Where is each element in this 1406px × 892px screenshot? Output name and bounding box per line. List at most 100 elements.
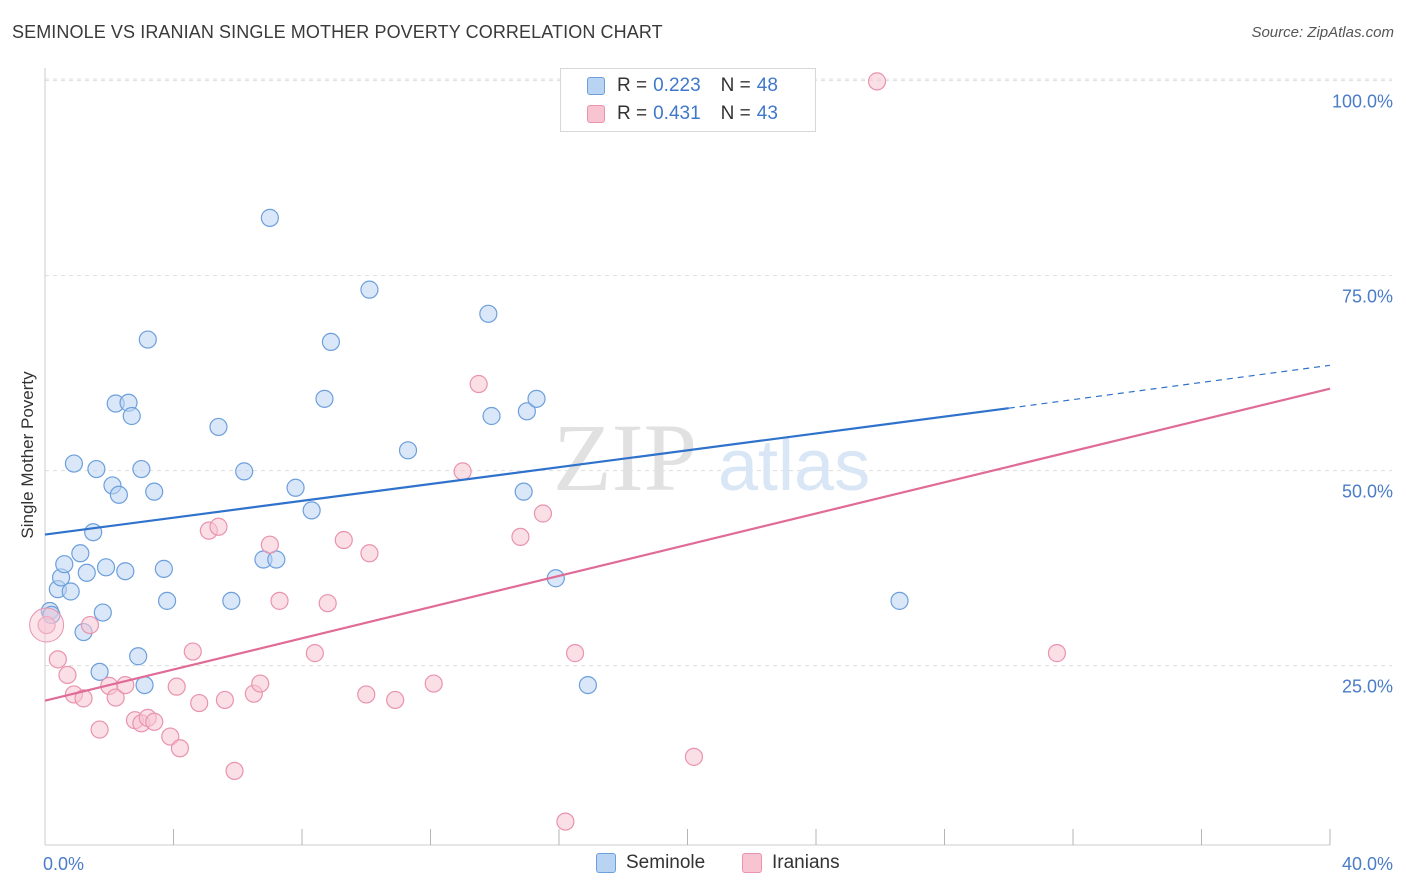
point-seminole (71, 544, 90, 563)
legend-label-seminole: Seminole (626, 852, 706, 873)
point-seminole (321, 332, 341, 351)
point-iranians-large (29, 607, 65, 643)
legend-row-iranians: R = 0.431 N = 43 (587, 101, 778, 127)
point-iranians (183, 642, 202, 661)
series-seminole (40, 208, 909, 695)
point-seminole (109, 485, 128, 504)
point-iranians (58, 665, 77, 685)
legend-item-iranians[interactable]: Iranians (742, 852, 840, 874)
point-seminole (64, 454, 84, 473)
point-iranians (225, 761, 244, 781)
point-iranians (161, 727, 180, 746)
legend-swatch-seminole (587, 77, 605, 95)
point-iranians (74, 689, 93, 708)
point-seminole (135, 675, 154, 695)
point-seminole (154, 559, 173, 578)
point-iranians (170, 739, 190, 758)
point-seminole (578, 675, 598, 695)
point-iranians (453, 462, 472, 481)
point-seminole (132, 459, 151, 479)
point-iranians (48, 650, 67, 669)
legend-swatch-seminole (596, 853, 616, 873)
point-seminole (61, 582, 80, 601)
point-seminole (235, 462, 254, 481)
legend-r-value: 0.223 (653, 75, 701, 96)
point-iranians (469, 374, 488, 394)
legend-item-seminole[interactable]: Seminole (596, 852, 705, 874)
point-seminole (55, 555, 74, 574)
y-tick-label: 100.0% (1332, 92, 1393, 112)
trend-line-iranians (44, 387, 1331, 702)
legend-swatch-iranians (587, 105, 605, 123)
point-iranians (260, 535, 279, 554)
point-seminole (260, 208, 279, 227)
point-iranians (215, 690, 234, 710)
point-seminole (315, 389, 334, 408)
legend-row-seminole: R = 0.223 N = 48 (587, 73, 778, 99)
legend-r-value: 0.431 (653, 103, 701, 124)
point-iranians (684, 747, 704, 766)
point-seminole (890, 591, 909, 610)
point-seminole (96, 558, 116, 577)
point-seminole (157, 591, 177, 610)
point-iranians (318, 594, 337, 613)
point-seminole (116, 562, 135, 581)
point-seminole (398, 441, 418, 460)
point-iranians (37, 615, 56, 635)
point-seminole (93, 603, 112, 622)
point-iranians (565, 644, 585, 663)
point-iranians (556, 812, 575, 831)
series-iranians (29, 72, 1067, 831)
stats-legend: R = 0.223 N = 48 R = 0.431 N = 43 (560, 68, 816, 132)
legend-n-label: N = (720, 103, 751, 124)
point-seminole (122, 406, 141, 426)
y-tick-label: 50.0% (1342, 482, 1393, 502)
watermark: ZIP atlas (553, 404, 870, 511)
legend-n-label: N = (720, 75, 751, 96)
point-seminole (138, 330, 157, 349)
y-tick-label: 75.0% (1342, 287, 1393, 307)
point-seminole (222, 591, 241, 610)
point-seminole (77, 563, 96, 582)
axes (44, 68, 1331, 846)
point-seminole (209, 417, 228, 437)
point-iranians (305, 644, 324, 663)
legend-n-value: 43 (756, 103, 778, 124)
point-iranians (360, 544, 379, 563)
point-seminole (84, 523, 103, 542)
point-seminole (286, 478, 305, 497)
point-iranians (80, 615, 100, 635)
legend-r-label: R = (617, 103, 648, 124)
legend-n-value: 48 (756, 75, 778, 96)
point-iranians (424, 674, 443, 693)
point-iranians (357, 685, 376, 704)
x-tick-label: 0.0% (43, 854, 84, 874)
point-iranians (1047, 644, 1067, 663)
point-seminole (482, 406, 501, 426)
legend-label-iranians: Iranians (772, 852, 840, 873)
trend-lines (44, 364, 1331, 702)
point-iranians (533, 504, 553, 523)
chart-title: SEMINOLE VS IRANIAN SINGLE MOTHER POVERT… (12, 22, 663, 42)
point-iranians (334, 530, 353, 550)
point-seminole (87, 459, 106, 479)
point-iranians (270, 591, 289, 610)
tick-labels: 25.0% 50.0% 75.0% 100.0% 0.0% 40.0% (43, 92, 1393, 874)
point-iranians (167, 677, 186, 696)
point-iranians (511, 527, 530, 547)
x-tick-label: 40.0% (1342, 854, 1393, 874)
watermark-atlas: atlas (718, 426, 870, 506)
point-seminole (302, 501, 321, 520)
point-iranians (209, 517, 228, 536)
trend-line-seminole-extension (1008, 364, 1331, 409)
point-seminole (514, 482, 533, 501)
point-iranians (386, 690, 405, 710)
point-iranians (867, 72, 887, 91)
legend-r-label: R = (617, 75, 648, 96)
y-tick-label: 25.0% (1342, 677, 1393, 697)
source-note: Source: ZipAtlas.com (1251, 24, 1394, 41)
point-seminole (145, 482, 164, 501)
legend-swatch-iranians (742, 853, 762, 873)
point-seminole (360, 280, 379, 299)
grid-lines (45, 78, 1392, 667)
